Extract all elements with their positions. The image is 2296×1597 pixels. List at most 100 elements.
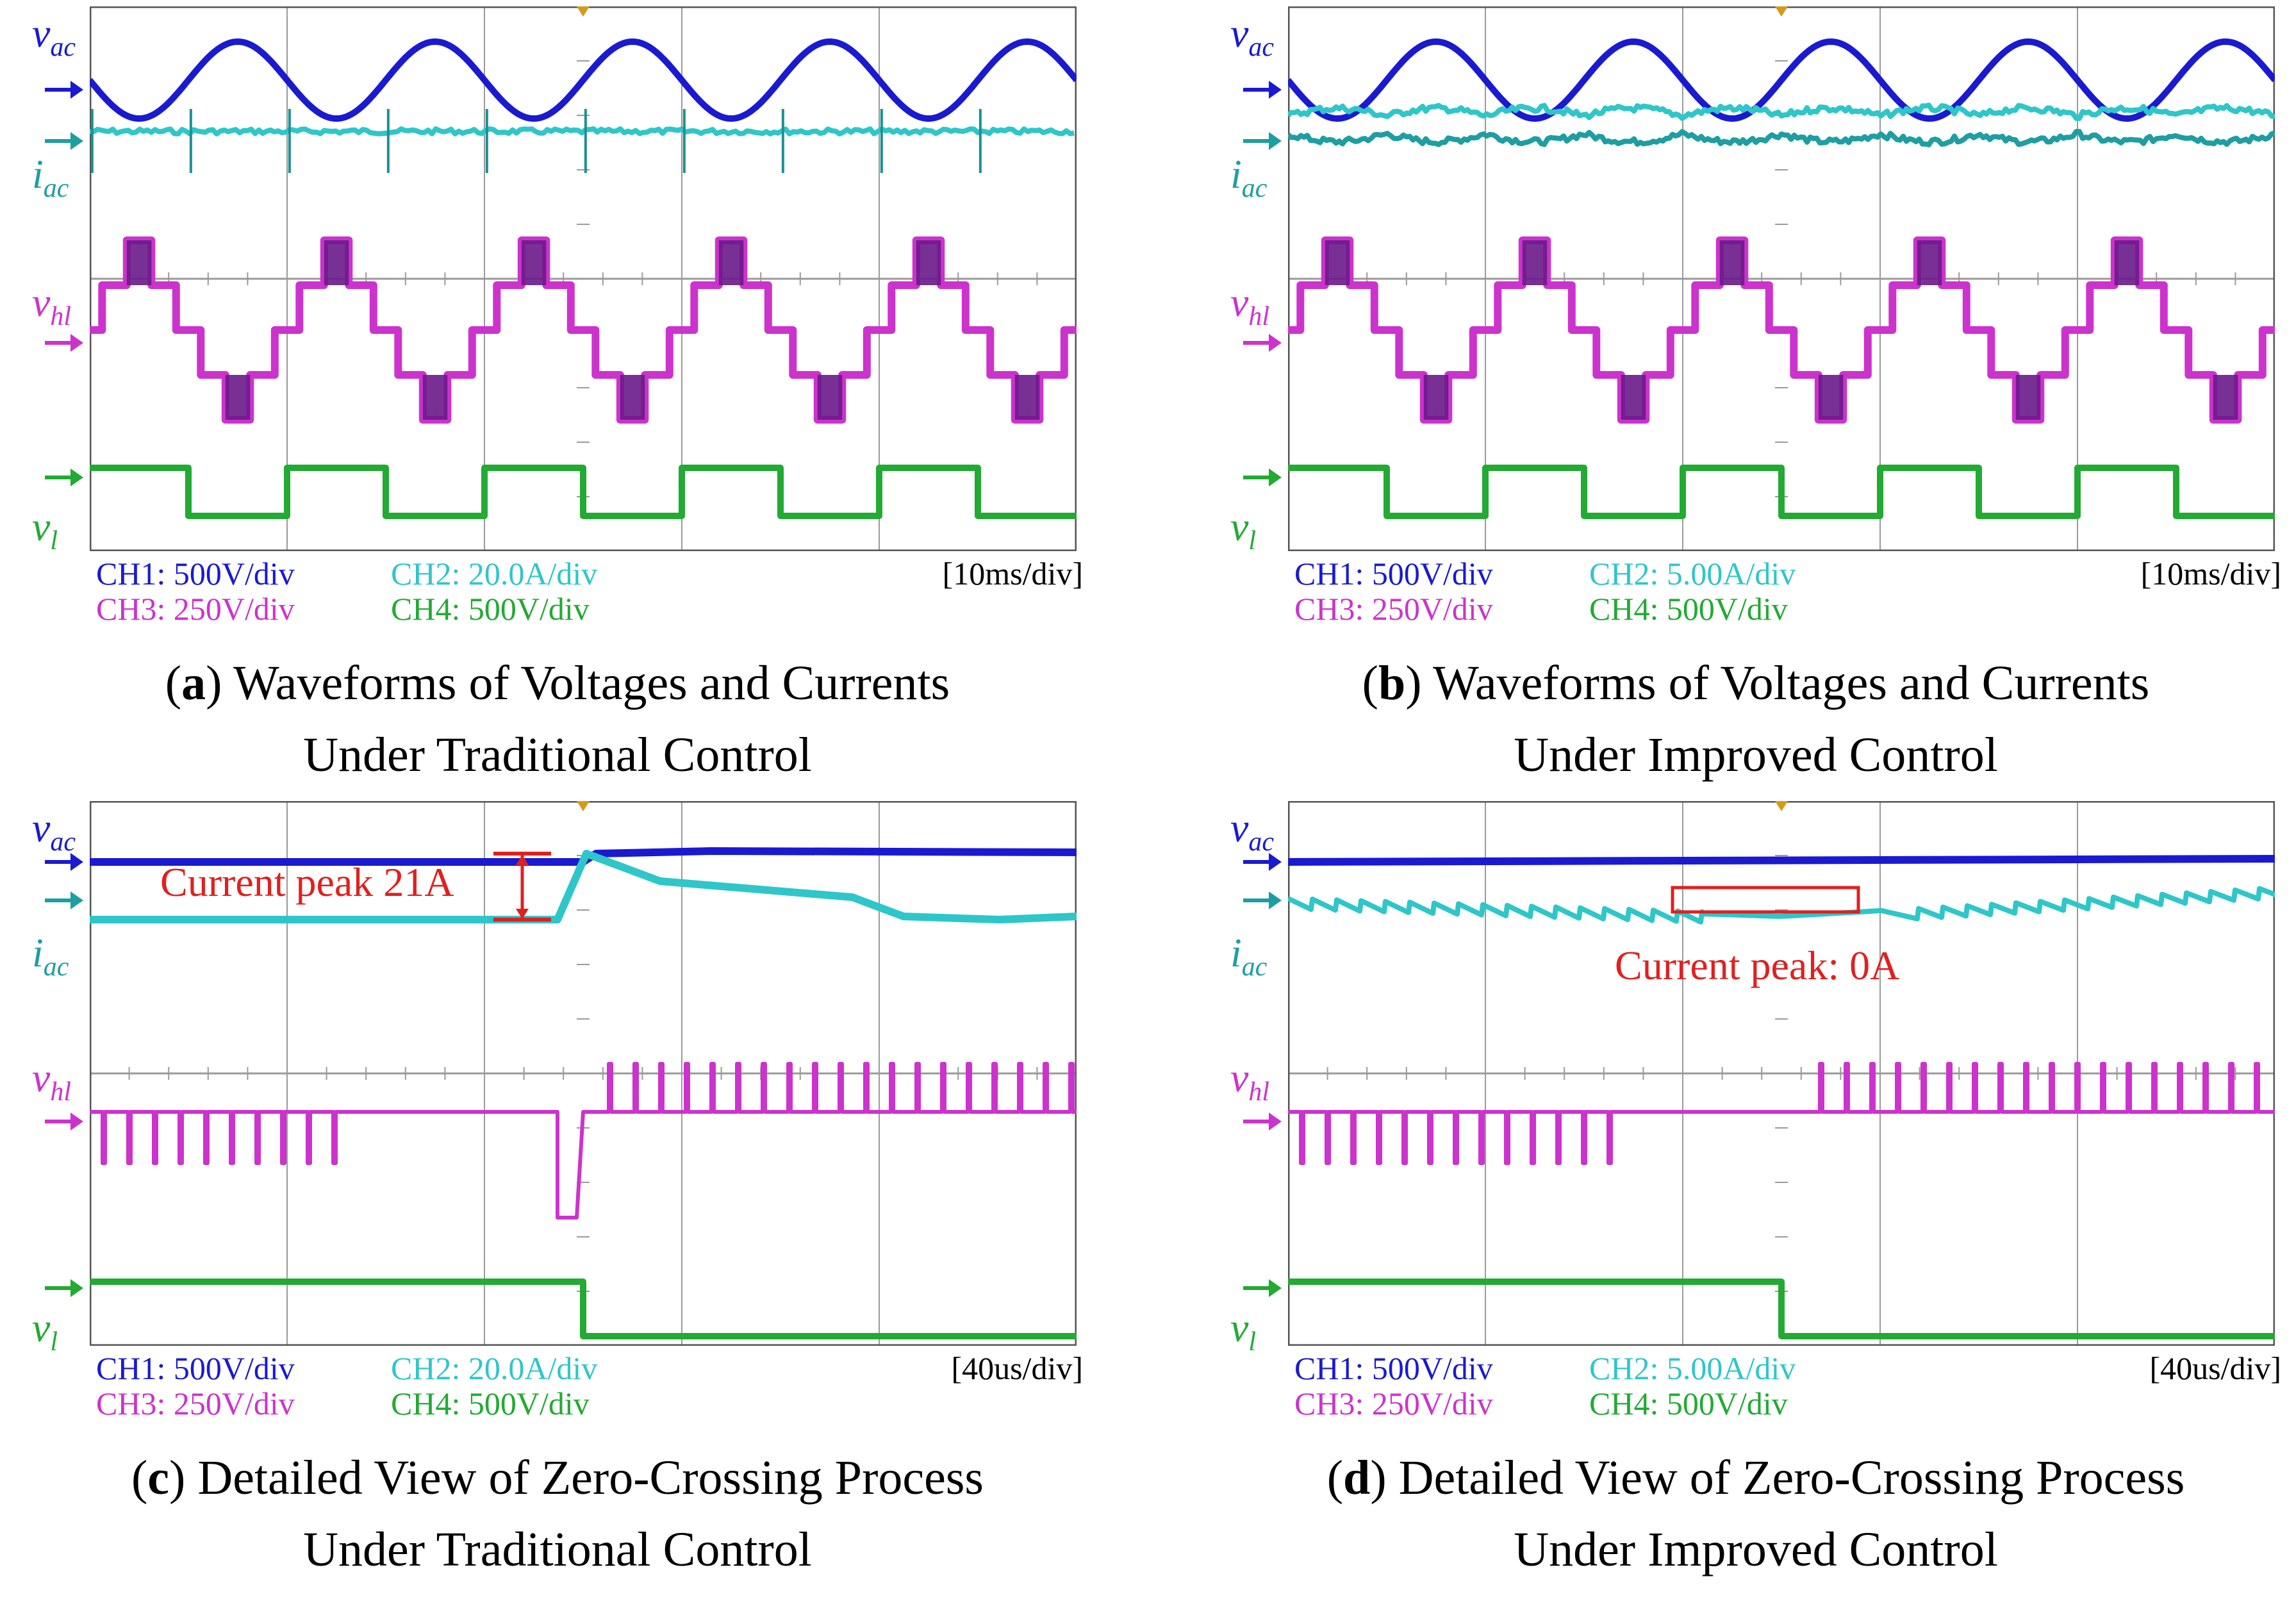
ch2-scale: CH2: 20.0A/div — [391, 556, 598, 592]
vhl-label: vhl — [32, 1055, 72, 1107]
caption-line-1: (a) Waveforms of Voltages and Currents — [165, 656, 950, 710]
ch1-scale: CH1: 500V/div — [1294, 556, 1493, 592]
vhl-switching-block — [1719, 240, 1733, 285]
vhl-switching-block — [336, 240, 349, 285]
vl-label: vl — [32, 1305, 58, 1357]
ch2-scale: CH2: 20.0A/div — [391, 1350, 598, 1386]
scope-screen — [90, 801, 1077, 1346]
caption-text: Waveforms of Voltages and Currents — [222, 656, 950, 710]
caption-line-1: (c) Detailed View of Zero-Crossing Proce… — [131, 1451, 984, 1505]
vhl-switching-block — [422, 375, 436, 420]
iac-trace-lower — [1288, 129, 2275, 147]
vac-arrow-icon — [1243, 81, 1282, 99]
vhl-label: vhl — [1230, 1055, 1270, 1107]
vhl-arrow-icon — [1243, 1113, 1282, 1130]
current-peak-annotation: Current peak 21A — [160, 859, 454, 905]
vhl-switching-block — [521, 240, 534, 285]
vhl-switching-block — [2213, 375, 2226, 420]
vl-arrow-icon — [45, 468, 83, 486]
vl-label: vl — [32, 504, 58, 556]
vhl-trace — [90, 1062, 1077, 1220]
vac-label: vac — [32, 10, 76, 62]
vac-arrow-icon — [45, 853, 83, 871]
scope-screen — [1288, 6, 2275, 551]
iac-arrow-icon — [45, 891, 83, 909]
vac-arrow-icon — [1243, 853, 1282, 871]
ch4-scale: CH4: 500V/div — [1589, 1386, 1788, 1421]
caption-text: Detailed View of Zero-Crossing Process — [1386, 1451, 2185, 1505]
vac-trace — [90, 38, 1077, 122]
vhl-switching-block — [1436, 375, 1449, 420]
ch4-scale: CH4: 500V/div — [1589, 591, 1788, 627]
vhl-switching-block — [139, 240, 152, 285]
vhl-switching-block — [126, 240, 140, 285]
iac-label: iac — [1230, 930, 1268, 982]
iac-label: iac — [32, 930, 69, 982]
scope-screen — [90, 6, 1077, 551]
vl-label: vl — [1230, 504, 1257, 556]
vhl-switching-block — [1325, 240, 1338, 285]
vl-trace — [1288, 465, 2275, 519]
caption-letter: b — [1378, 656, 1406, 710]
iac-arrow-icon — [45, 132, 83, 150]
caption-text: Waveforms of Voltages and Currents — [1421, 656, 2150, 710]
ch1-scale: CH1: 500V/div — [96, 1350, 295, 1386]
vhl-switching-block — [225, 375, 238, 420]
ch2-scale: CH2: 5.00A/div — [1589, 1350, 1796, 1386]
ch1-scale: CH1: 500V/div — [96, 556, 295, 592]
vac-trace — [1288, 855, 2275, 866]
vhl-switching-block — [1423, 375, 1437, 420]
current-peak-annotation: Current peak: 0A — [1615, 943, 1900, 988]
iac-trace-upper — [1288, 103, 2275, 121]
vhl-switching-block — [1522, 240, 1535, 285]
vhl-switching-block — [1831, 375, 1844, 420]
vl-label: vl — [1230, 1305, 1257, 1357]
vac-arrow-icon — [45, 81, 83, 99]
vhl-switching-block — [1027, 375, 1040, 420]
vhl-switching-block — [1818, 375, 1831, 420]
vhl-arrow-icon — [45, 334, 83, 352]
iac-label: iac — [32, 151, 69, 203]
vhl-label: vhl — [1230, 279, 1270, 331]
vhl-switching-block — [1917, 240, 1930, 285]
vhl-switching-block — [830, 375, 843, 420]
trigger-marker-icon — [1775, 801, 1788, 811]
iac-trace — [90, 126, 1075, 137]
scope-panel-c: vac iac vhl vl CH1: 500V/div CH2: 20.0A/… — [19, 795, 1096, 1576]
time-per-division: [10ms/div] — [942, 556, 1083, 592]
vl-arrow-icon — [45, 1279, 83, 1297]
vl-arrow-icon — [1243, 1279, 1282, 1297]
ch1-scale: CH1: 500V/div — [1294, 1350, 1493, 1386]
vhl-switching-block — [1633, 375, 1646, 420]
vhl-switching-block — [632, 375, 645, 420]
vhl-switching-block — [929, 240, 941, 285]
vl-trace — [1288, 1278, 2275, 1339]
caption-letter: a — [181, 656, 206, 710]
vhl-switching-block — [1535, 240, 1548, 285]
vhl-switching-block — [2028, 375, 2041, 420]
vhl-switching-block — [1621, 375, 1634, 420]
caption-line-2: Under Improved Control — [1514, 728, 1998, 782]
vhl-switching-block — [731, 240, 744, 285]
trigger-marker-icon — [1775, 6, 1788, 17]
caption-text: Detailed View of Zero-Crossing Process — [185, 1451, 984, 1505]
grid-lines — [90, 6, 1077, 551]
caption-letter: d — [1343, 1451, 1371, 1505]
vhl-trace — [1288, 1062, 2275, 1165]
vhl-switching-block — [1929, 240, 1942, 285]
time-per-division: [10ms/div] — [2140, 556, 2281, 592]
caption-line-2: Under Traditional Control — [303, 1523, 812, 1576]
ch4-scale: CH4: 500V/div — [391, 591, 590, 627]
ch3-scale: CH3: 250V/div — [1294, 1386, 1493, 1421]
ch3-scale: CH3: 250V/div — [96, 1386, 295, 1421]
vac-label: vac — [32, 805, 76, 857]
vl-trace — [90, 1278, 1077, 1339]
vhl-switching-block — [534, 240, 547, 285]
iac-trace — [1288, 886, 2275, 925]
vac-trace — [1288, 38, 2275, 122]
vac-label: vac — [1230, 805, 1275, 857]
vhl-switching-block — [1014, 375, 1028, 420]
caption-line-2: Under Improved Control — [1514, 1523, 1998, 1576]
vhl-switching-block — [2226, 375, 2238, 420]
caption-line-1: (d) Detailed View of Zero-Crossing Proce… — [1326, 1451, 2185, 1505]
